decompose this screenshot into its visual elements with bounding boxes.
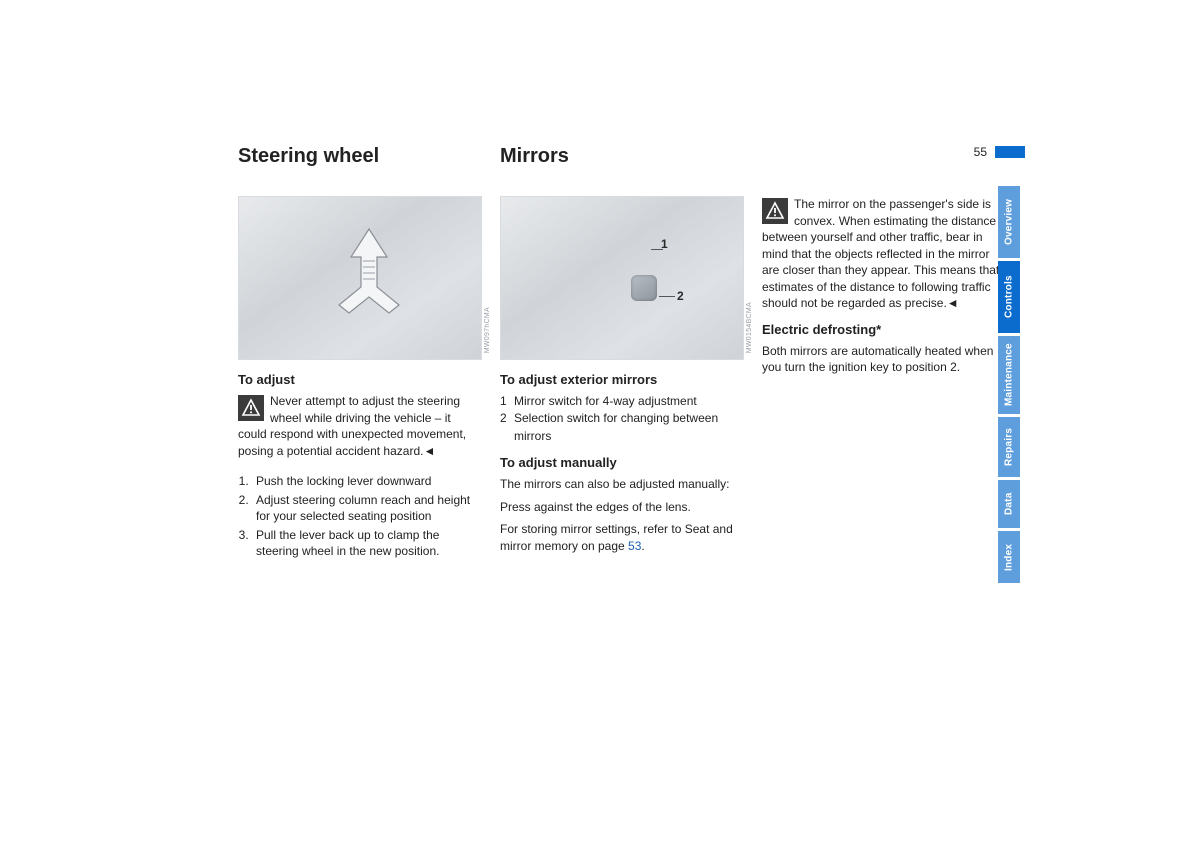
manual-p3-a: For storing mirror settings, refer to Se…: [500, 522, 733, 553]
column-steering: MW097hCMA To adjust Never attempt to adj…: [238, 196, 482, 562]
side-tab-controls[interactable]: Controls: [998, 261, 1020, 333]
warning-icon: [762, 198, 788, 224]
side-tabs: Overview Controls Maintenance Repairs Data In…: [998, 186, 1020, 586]
list-item: Pull the lever back up to clamp the stee…: [252, 527, 482, 560]
page-ref-link[interactable]: 53: [628, 539, 641, 553]
warning-mirror-convex: The mirror on the passenger's side is co…: [762, 196, 1006, 312]
side-tab-overview[interactable]: Overview: [998, 186, 1020, 258]
manual-p1: The mirrors can also be adjusted manuall…: [500, 476, 744, 493]
column-right: The mirror on the passenger's side is co…: [762, 196, 1006, 562]
heading-mirrors: Mirrors: [500, 145, 744, 168]
warning-steering: Never attempt to adjust the steering whe…: [238, 393, 482, 459]
list-item-text: Mirror switch for 4-way adjustment: [514, 393, 697, 410]
exterior-mirrors-list: 1Mirror switch for 4-way adjustment 2Sel…: [500, 393, 744, 445]
defrost-text: Both mirrors are automatically heated wh…: [762, 343, 1006, 376]
list-item: Adjust steering column reach and height …: [252, 492, 482, 525]
manual-p3-b: .: [641, 539, 644, 553]
subheading-adjust-manually: To adjust manually: [500, 455, 744, 470]
list-item: 2Selection switch for changing between m…: [500, 410, 744, 445]
side-tab-data[interactable]: Data: [998, 480, 1020, 528]
subheading-to-adjust: To adjust: [238, 372, 482, 387]
illustration-mirrors: 1 2 MW0154BCMA: [500, 196, 744, 360]
callout-2: 2: [677, 289, 684, 303]
side-tab-maintenance[interactable]: Maintenance: [998, 336, 1020, 414]
callout-line: [659, 296, 675, 297]
content-columns: MW097hCMA To adjust Never attempt to adj…: [238, 196, 1018, 562]
list-item: Push the locking lever downward: [252, 473, 482, 490]
illustration-steering: MW097hCMA: [238, 196, 482, 360]
section-headers: Steering wheel Mirrors: [238, 145, 1018, 168]
warning-icon: [238, 395, 264, 421]
mirror-switch-icon: [631, 275, 657, 301]
image-credit: MW097hCMA: [484, 307, 491, 353]
steering-steps-list: Push the locking lever downward Adjust s…: [238, 473, 482, 560]
column-mirrors: 1 2 MW0154BCMA To adjust exterior mirror…: [500, 196, 744, 562]
end-marker: ◄: [947, 296, 959, 310]
subheading-adjust-exterior: To adjust exterior mirrors: [500, 372, 744, 387]
heading-steering-wheel: Steering wheel: [238, 145, 482, 168]
side-tab-repairs[interactable]: Repairs: [998, 417, 1020, 477]
page-number-accent: [995, 146, 1025, 158]
page-number: 55: [974, 145, 987, 159]
manual-p2: Press against the edges of the lens.: [500, 499, 744, 516]
list-item: 1Mirror switch for 4-way adjustment: [500, 393, 744, 410]
end-marker: ◄: [423, 444, 435, 458]
page-number-area: 55: [974, 145, 1025, 159]
image-credit: MW0154BCMA: [746, 302, 753, 353]
page-content: 55 Steering wheel Mirrors MW097hCMA To a…: [238, 145, 1018, 562]
subheading-electric-defrosting: Electric defrosting*: [762, 322, 1006, 337]
adjust-arrow-icon: [329, 227, 409, 337]
side-tab-index[interactable]: Index: [998, 531, 1020, 583]
list-item-text: Selection switch for changing between mi…: [514, 410, 744, 445]
manual-p3: For storing mirror settings, refer to Se…: [500, 521, 744, 554]
warning-mirror-text: The mirror on the passenger's side is co…: [762, 197, 999, 310]
callout-line: [651, 249, 663, 250]
